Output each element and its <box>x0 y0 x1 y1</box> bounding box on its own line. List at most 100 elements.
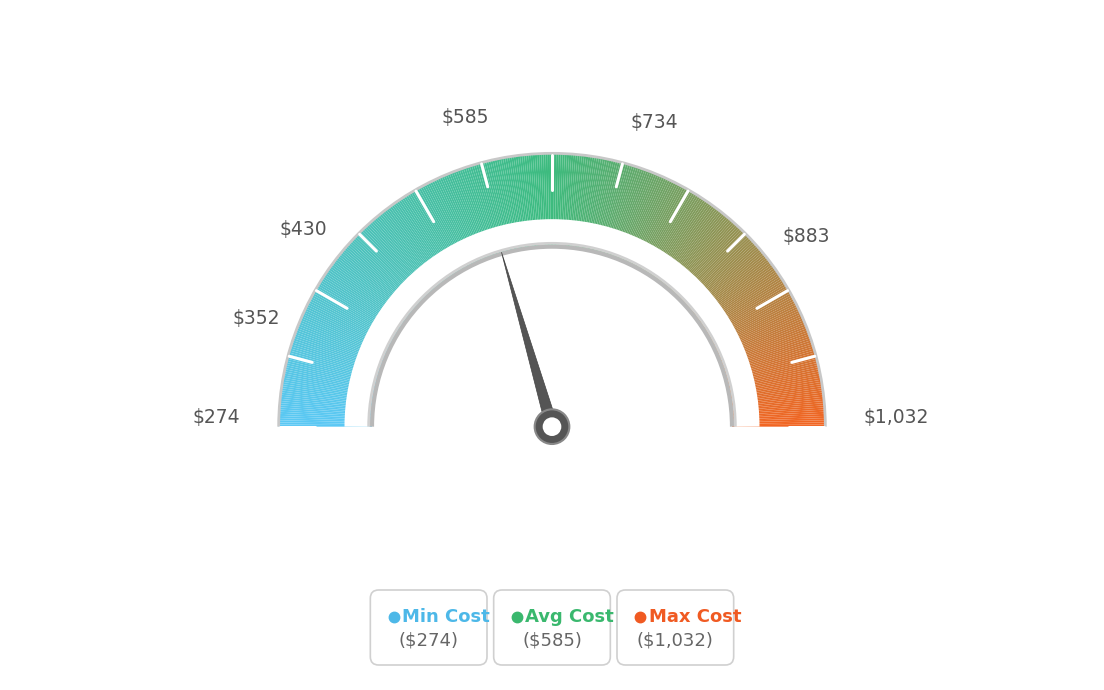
Wedge shape <box>666 215 726 288</box>
Wedge shape <box>646 194 697 274</box>
Wedge shape <box>703 278 783 331</box>
Wedge shape <box>516 155 530 248</box>
Wedge shape <box>445 174 484 261</box>
Wedge shape <box>724 346 814 375</box>
Wedge shape <box>718 320 805 358</box>
Wedge shape <box>287 359 378 383</box>
Wedge shape <box>711 299 795 344</box>
Wedge shape <box>700 271 778 326</box>
Wedge shape <box>315 289 396 337</box>
Wedge shape <box>563 154 571 247</box>
Text: Avg Cost: Avg Cost <box>526 608 614 626</box>
Wedge shape <box>308 303 392 346</box>
Wedge shape <box>328 268 405 323</box>
Wedge shape <box>664 212 723 286</box>
Wedge shape <box>723 340 811 371</box>
Wedge shape <box>376 216 437 289</box>
Wedge shape <box>731 401 825 411</box>
Wedge shape <box>296 330 383 364</box>
Wedge shape <box>594 161 618 252</box>
Wedge shape <box>383 210 442 285</box>
Wedge shape <box>312 293 395 340</box>
Wedge shape <box>390 206 446 282</box>
Wedge shape <box>279 401 373 411</box>
Wedge shape <box>718 318 804 357</box>
Wedge shape <box>729 373 820 393</box>
Wedge shape <box>626 177 667 263</box>
Wedge shape <box>488 160 511 252</box>
Text: $1,032: $1,032 <box>863 408 930 426</box>
Wedge shape <box>454 171 488 259</box>
Wedge shape <box>556 153 561 247</box>
Wedge shape <box>667 216 728 289</box>
Wedge shape <box>533 154 541 247</box>
Wedge shape <box>601 164 628 254</box>
Wedge shape <box>283 377 375 396</box>
Wedge shape <box>558 153 563 247</box>
Wedge shape <box>372 246 732 426</box>
Wedge shape <box>679 233 746 300</box>
Wedge shape <box>537 154 543 247</box>
Wedge shape <box>571 155 582 248</box>
Wedge shape <box>529 154 538 247</box>
Wedge shape <box>572 155 584 248</box>
Wedge shape <box>297 326 384 362</box>
Wedge shape <box>384 209 443 284</box>
Wedge shape <box>299 322 385 359</box>
Wedge shape <box>574 155 588 248</box>
Wedge shape <box>416 188 464 270</box>
Wedge shape <box>471 165 500 255</box>
Wedge shape <box>355 235 424 302</box>
Wedge shape <box>587 159 607 250</box>
Wedge shape <box>625 177 665 263</box>
Wedge shape <box>593 160 616 252</box>
Text: $352: $352 <box>233 308 280 328</box>
Wedge shape <box>321 278 401 331</box>
Wedge shape <box>726 359 817 383</box>
Wedge shape <box>291 342 381 373</box>
Wedge shape <box>675 226 739 295</box>
Wedge shape <box>466 167 497 256</box>
Wedge shape <box>353 238 422 304</box>
Wedge shape <box>482 162 507 253</box>
Wedge shape <box>336 257 411 316</box>
Wedge shape <box>720 328 808 363</box>
Wedge shape <box>513 156 528 248</box>
Wedge shape <box>307 304 391 348</box>
Wedge shape <box>696 263 772 319</box>
Wedge shape <box>314 291 395 339</box>
Wedge shape <box>400 198 453 277</box>
Wedge shape <box>410 193 459 273</box>
Wedge shape <box>730 380 821 397</box>
Wedge shape <box>631 181 675 266</box>
Wedge shape <box>311 295 394 341</box>
Wedge shape <box>476 164 503 254</box>
Wedge shape <box>449 172 486 260</box>
Wedge shape <box>731 403 825 413</box>
Wedge shape <box>721 332 809 366</box>
Wedge shape <box>490 160 512 251</box>
Wedge shape <box>687 246 758 308</box>
Wedge shape <box>669 219 731 290</box>
Wedge shape <box>310 297 394 342</box>
Wedge shape <box>286 363 376 386</box>
Wedge shape <box>285 367 376 388</box>
Wedge shape <box>342 249 415 310</box>
Wedge shape <box>339 254 413 314</box>
Wedge shape <box>658 206 714 282</box>
Wedge shape <box>347 244 418 308</box>
Wedge shape <box>634 183 678 267</box>
Text: $430: $430 <box>279 220 327 239</box>
Wedge shape <box>567 155 577 248</box>
Wedge shape <box>282 386 374 402</box>
Wedge shape <box>598 162 624 253</box>
Wedge shape <box>436 179 477 264</box>
Wedge shape <box>550 153 552 246</box>
Wedge shape <box>279 409 372 417</box>
Wedge shape <box>301 316 388 355</box>
Wedge shape <box>282 384 374 400</box>
Wedge shape <box>319 282 400 333</box>
Wedge shape <box>278 418 372 422</box>
Wedge shape <box>569 155 580 248</box>
Wedge shape <box>645 193 694 273</box>
